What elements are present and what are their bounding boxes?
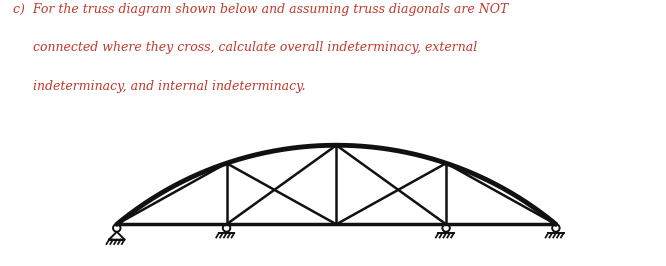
Text: connected where they cross, calculate overall indeterminacy, external: connected where they cross, calculate ov… [13, 41, 478, 54]
Text: indeterminacy, and internal indeterminacy.: indeterminacy, and internal indeterminac… [13, 80, 306, 93]
Text: c)  For the truss diagram shown below and assuming truss diagonals are NOT: c) For the truss diagram shown below and… [13, 3, 509, 16]
